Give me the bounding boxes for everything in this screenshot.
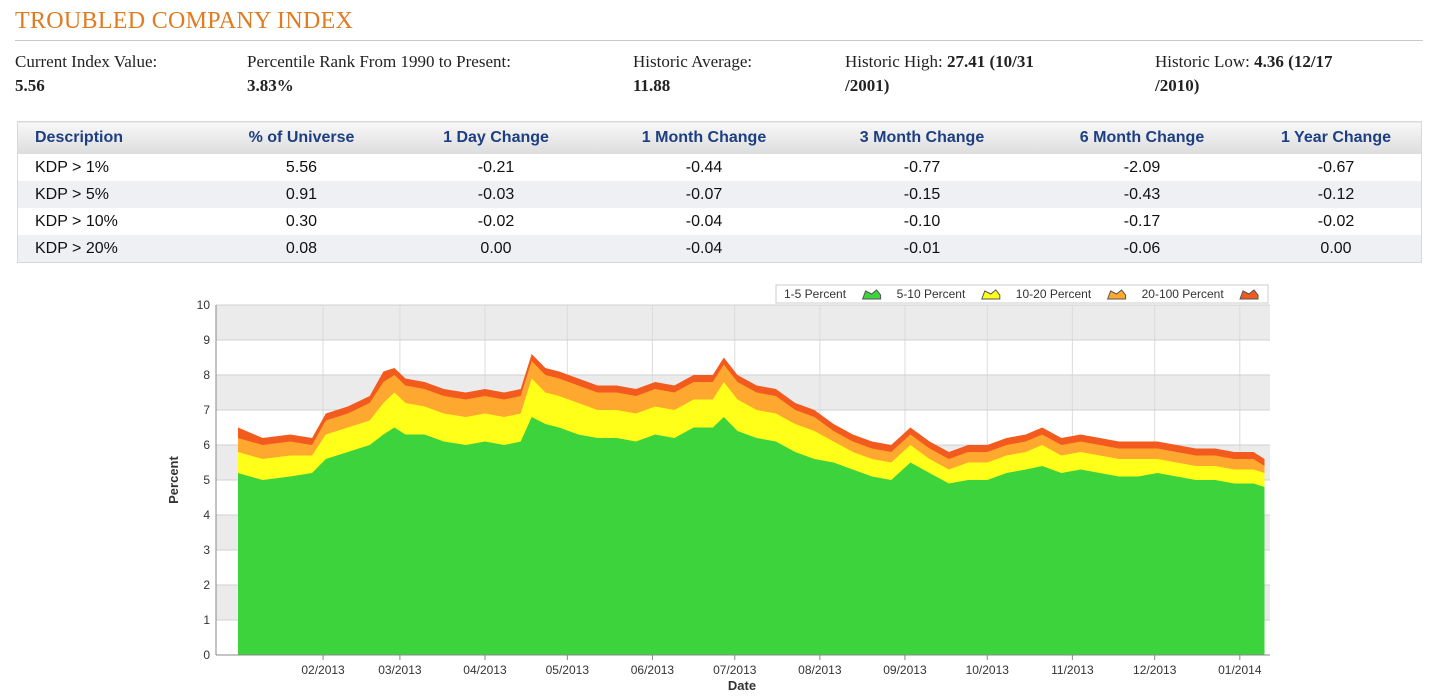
table-cell: 0.30 (285, 212, 318, 230)
table-cell: KDP > 1% (35, 158, 109, 176)
x-tick-label: 02/2013 (301, 663, 345, 677)
table-header-row: Description % of Universe 1 Day Change 1… (17, 121, 1422, 154)
stat-high-label: Historic High: (845, 52, 943, 71)
table-row: KDP > 20% 0.08 0.00 -0.04 -0.01 -0.06 0.… (17, 235, 1422, 263)
y-tick-label: 6 (203, 438, 210, 452)
x-tick-label: 11/2013 (1051, 663, 1094, 677)
col-description[interactable]: Description (17, 121, 208, 154)
stat-high-value-cont: /2001) (845, 76, 890, 95)
table-cell: KDP > 20% (17, 235, 208, 263)
table-cell: 0.91 (208, 181, 395, 208)
title-divider (15, 40, 1423, 41)
y-tick-label: 3 (203, 543, 210, 557)
legend-label: 20-100 Percent (1142, 287, 1225, 301)
y-tick-label: 4 (203, 508, 210, 522)
table-cell: KDP > 10% (35, 212, 118, 230)
x-tick-label: 06/2013 (631, 663, 675, 677)
legend-swatch (1239, 289, 1259, 300)
table-row: KDP > 5% 0.91 -0.03 -0.07 -0.15 -0.43 -0… (17, 181, 1422, 208)
y-axis-title: Percent (166, 455, 181, 503)
legend-swatch (981, 289, 1001, 300)
stat-percentile-value: 3.83% (247, 76, 294, 95)
table-row: KDP > 1% 5.56 -0.21 -0.44 -0.77 -2.09 -0… (18, 154, 1422, 181)
table-cell: -0.67 (1317, 158, 1355, 176)
table-cell: -0.43 (1033, 181, 1251, 208)
stat-current-value: 5.56 (15, 76, 45, 95)
table-cell: -2.09 (1123, 158, 1161, 176)
table-cell: 0.00 (1251, 235, 1422, 263)
table-cell: -0.02 (1317, 212, 1355, 230)
stat-average-label: Historic Average: (633, 52, 753, 71)
stat-low-label: Historic Low: (1155, 52, 1250, 71)
y-tick-label: 10 (197, 298, 211, 312)
x-tick-label: 04/2013 (463, 663, 507, 677)
x-tick-label: 09/2013 (883, 663, 927, 677)
area-series (238, 417, 1265, 655)
stat-percentile-label: Percentile Rank From 1990 to Present: (247, 52, 511, 71)
stat-historic-average: Historic Average: 11.88 (633, 50, 752, 98)
col-1day[interactable]: 1 Day Change (395, 121, 597, 154)
page-title: TROUBLED COMPANY INDEX (15, 8, 354, 34)
table-cell: -0.77 (903, 158, 941, 176)
table-cell: -0.04 (597, 235, 811, 263)
table-cell: -0.04 (685, 212, 723, 230)
table-cell: -0.21 (477, 158, 515, 176)
table-cell: 0.08 (208, 235, 395, 263)
table-cell: 0.00 (395, 235, 597, 263)
x-tick-label: 03/2013 (378, 663, 422, 677)
x-axis-title: Date (728, 678, 756, 693)
stat-historic-low: Historic Low: 4.36 (12/17 /2010) (1155, 50, 1333, 98)
change-table: Description % of Universe 1 Day Change 1… (17, 121, 1422, 263)
legend-label: 1-5 Percent (784, 287, 847, 301)
table-cell: -0.06 (1033, 235, 1251, 263)
x-tick-label: 08/2013 (798, 663, 842, 677)
table-row: KDP > 10% 0.30 -0.02 -0.04 -0.10 -0.17 -… (18, 208, 1422, 235)
col-1year[interactable]: 1 Year Change (1251, 121, 1422, 154)
y-tick-label: 7 (203, 403, 210, 417)
stat-current-label: Current Index Value: (15, 52, 158, 71)
chart-legend: 1-5 Percent 5-10 Percent 10-20 Percent 20-1… (775, 284, 1269, 304)
stat-historic-high: Historic High: 27.41 (10/31 /2001) (845, 50, 1034, 98)
stat-average-value: 11.88 (633, 76, 671, 95)
col-universe[interactable]: % of Universe (208, 121, 395, 154)
stat-low-value-cont: /2010) (1155, 76, 1200, 95)
table-cell: -0.17 (1123, 212, 1161, 230)
table-cell: -0.03 (395, 181, 597, 208)
y-tick-label: 9 (203, 333, 210, 347)
y-tick-label: 0 (203, 648, 210, 662)
legend-label: 5-10 Percent (897, 287, 966, 301)
table-cell: -0.10 (903, 212, 941, 230)
table-cell: -0.01 (811, 235, 1033, 263)
table-cell: KDP > 5% (17, 181, 208, 208)
stat-low-value: 4.36 (12/17 (1254, 52, 1333, 71)
x-tick-label: 01/2014 (1218, 663, 1262, 677)
stat-current-index: Current Index Value: 5.56 (15, 50, 157, 98)
y-tick-label: 5 (203, 473, 210, 487)
table-cell: -0.02 (477, 212, 515, 230)
legend-swatch (1106, 289, 1127, 300)
col-6month[interactable]: 6 Month Change (1033, 121, 1251, 154)
table-cell: -0.12 (1251, 181, 1422, 208)
table-cell: -0.44 (685, 158, 723, 176)
grid-band (216, 305, 1270, 340)
stat-percentile-rank: Percentile Rank From 1990 to Present: 3.… (247, 50, 511, 98)
y-tick-label: 2 (203, 578, 210, 592)
legend-label: 10-20 Percent (1016, 287, 1092, 301)
x-tick-label: 05/2013 (546, 663, 590, 677)
col-1month[interactable]: 1 Month Change (597, 121, 811, 154)
x-tick-label: 10/2013 (966, 663, 1010, 677)
table-cell: 5.56 (285, 158, 318, 176)
table-cell: -0.07 (597, 181, 811, 208)
col-3month[interactable]: 3 Month Change (811, 121, 1033, 154)
legend-swatch (861, 289, 882, 300)
y-tick-label: 8 (203, 368, 210, 382)
x-tick-label: 07/2013 (713, 663, 757, 677)
x-tick-label: 12/2013 (1133, 663, 1177, 677)
table-cell: -0.15 (811, 181, 1033, 208)
stat-high-value: 27.41 (10/31 (947, 52, 1034, 71)
legend-box (775, 284, 1269, 304)
y-tick-label: 1 (203, 613, 210, 627)
